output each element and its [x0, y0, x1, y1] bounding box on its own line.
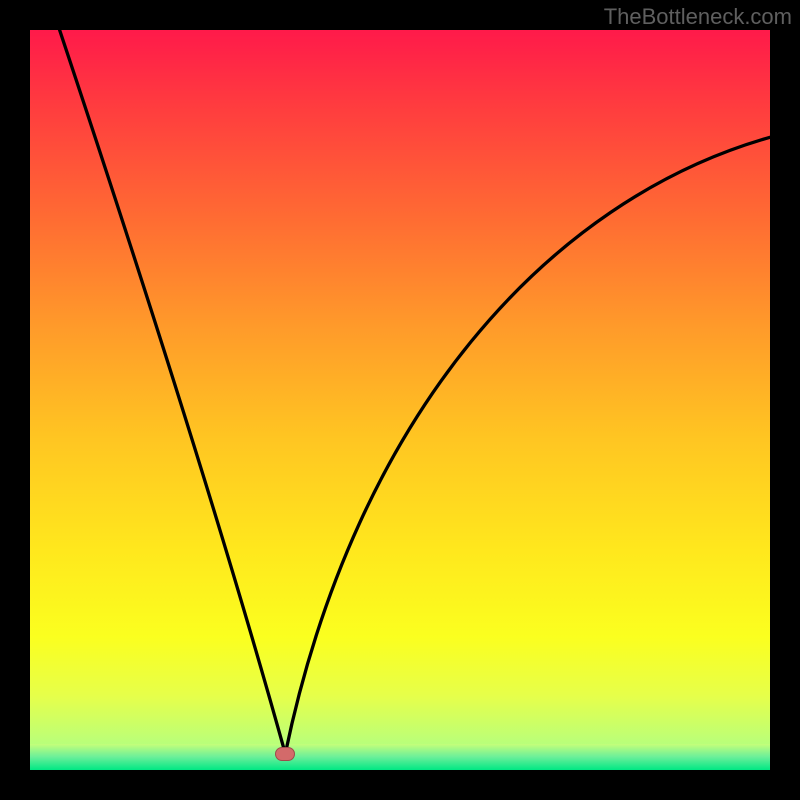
- chart-container: TheBottleneck.com: [0, 0, 800, 800]
- watermark-text: TheBottleneck.com: [604, 4, 792, 30]
- curve-svg: [30, 30, 770, 770]
- optimum-marker: [275, 747, 295, 761]
- plot-area: [30, 30, 770, 770]
- bottleneck-curve: [60, 30, 770, 754]
